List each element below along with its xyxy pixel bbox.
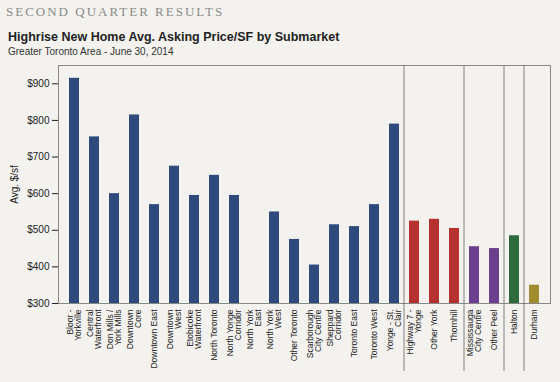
svg-text:$900: $900 — [27, 78, 50, 89]
svg-text:Avg. $/sf: Avg. $/sf — [9, 165, 20, 204]
svg-text:$700: $700 — [27, 151, 50, 162]
svg-text:Other Toronto: Other Toronto — [289, 309, 299, 361]
svg-text:North YorkWest: North YorkWest — [265, 309, 284, 349]
svg-text:Yonge - St.Clair: Yonge - St.Clair — [385, 309, 404, 351]
svg-text:Downtown East: Downtown East — [149, 309, 159, 369]
html-text:SECOND QUARTER RESULTS: SECOND QUARTER RESULTS — [6, 4, 225, 19]
svg-text:North YongeCorridor: North YongeCorridor — [225, 309, 244, 356]
svg-text:EtobicokeWaterfront: EtobicokeWaterfront — [185, 309, 204, 349]
svg-text:Don Mills /York Mills: Don Mills /York Mills — [105, 309, 124, 349]
svg-text:$600: $600 — [27, 188, 50, 199]
svg-text:Toronto East: Toronto East — [349, 309, 359, 357]
svg-text:Toronto West: Toronto West — [369, 309, 379, 360]
svg-text:Thornhill: Thornhill — [449, 309, 459, 342]
svg-text:$300: $300 — [27, 298, 50, 309]
svg-text:Halton: Halton — [509, 309, 519, 334]
svg-text:Other Peel: Other Peel — [489, 309, 499, 350]
svg-text:North YorkEast: North YorkEast — [245, 309, 264, 349]
svg-text:$400: $400 — [27, 261, 50, 272]
svg-text:North Toronto: North Toronto — [209, 309, 219, 361]
svg-text:Other York: Other York — [429, 309, 439, 350]
svg-text:Durham: Durham — [529, 310, 539, 340]
svg-text:$800: $800 — [27, 115, 50, 126]
svg-text:DowntownCore: DowntownCore — [125, 309, 144, 349]
svg-text:SheppardCorridor: SheppardCorridor — [325, 309, 344, 346]
svg-text:ScarboroughCity Centre: ScarboroughCity Centre — [305, 309, 324, 358]
html-text:Highrise New Home Avg. Asking: Highrise New Home Avg. Asking Price/SF b… — [8, 30, 340, 44]
html-text:Greater Toronto Area - June 30: Greater Toronto Area - June 30, 2014 — [8, 46, 174, 57]
svg-text:CentralWaterfront: CentralWaterfront — [85, 309, 104, 349]
svg-text:MississaugaCity Centre: MississaugaCity Centre — [465, 309, 484, 356]
svg-text:Bloor -Yorkville: Bloor -Yorkville — [65, 309, 84, 341]
svg-text:DowntownWest: DowntownWest — [165, 309, 184, 349]
svg-text:$500: $500 — [27, 224, 50, 235]
svg-text:Highway 7 -Yonge: Highway 7 -Yonge — [405, 309, 424, 354]
